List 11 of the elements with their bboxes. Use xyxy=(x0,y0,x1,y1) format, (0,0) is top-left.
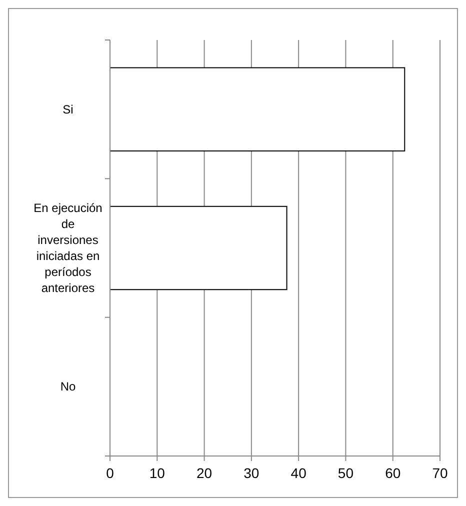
y-tick-label: No xyxy=(60,380,76,394)
x-tick-label: 0 xyxy=(106,465,114,481)
y-tick-label: En ejecución de inversiones iniciadas en períodos anteriores xyxy=(34,201,102,295)
x-tick-label: 20 xyxy=(196,465,212,481)
y-tick-label: Si xyxy=(62,102,74,116)
x-tick-label: 70 xyxy=(432,465,448,481)
x-tick-label: 30 xyxy=(244,465,260,481)
x-tick-label: 60 xyxy=(385,465,401,481)
x-tick-label: 50 xyxy=(338,465,354,481)
x-tick-label: 10 xyxy=(149,465,166,481)
x-tick-label: 40 xyxy=(290,465,307,481)
